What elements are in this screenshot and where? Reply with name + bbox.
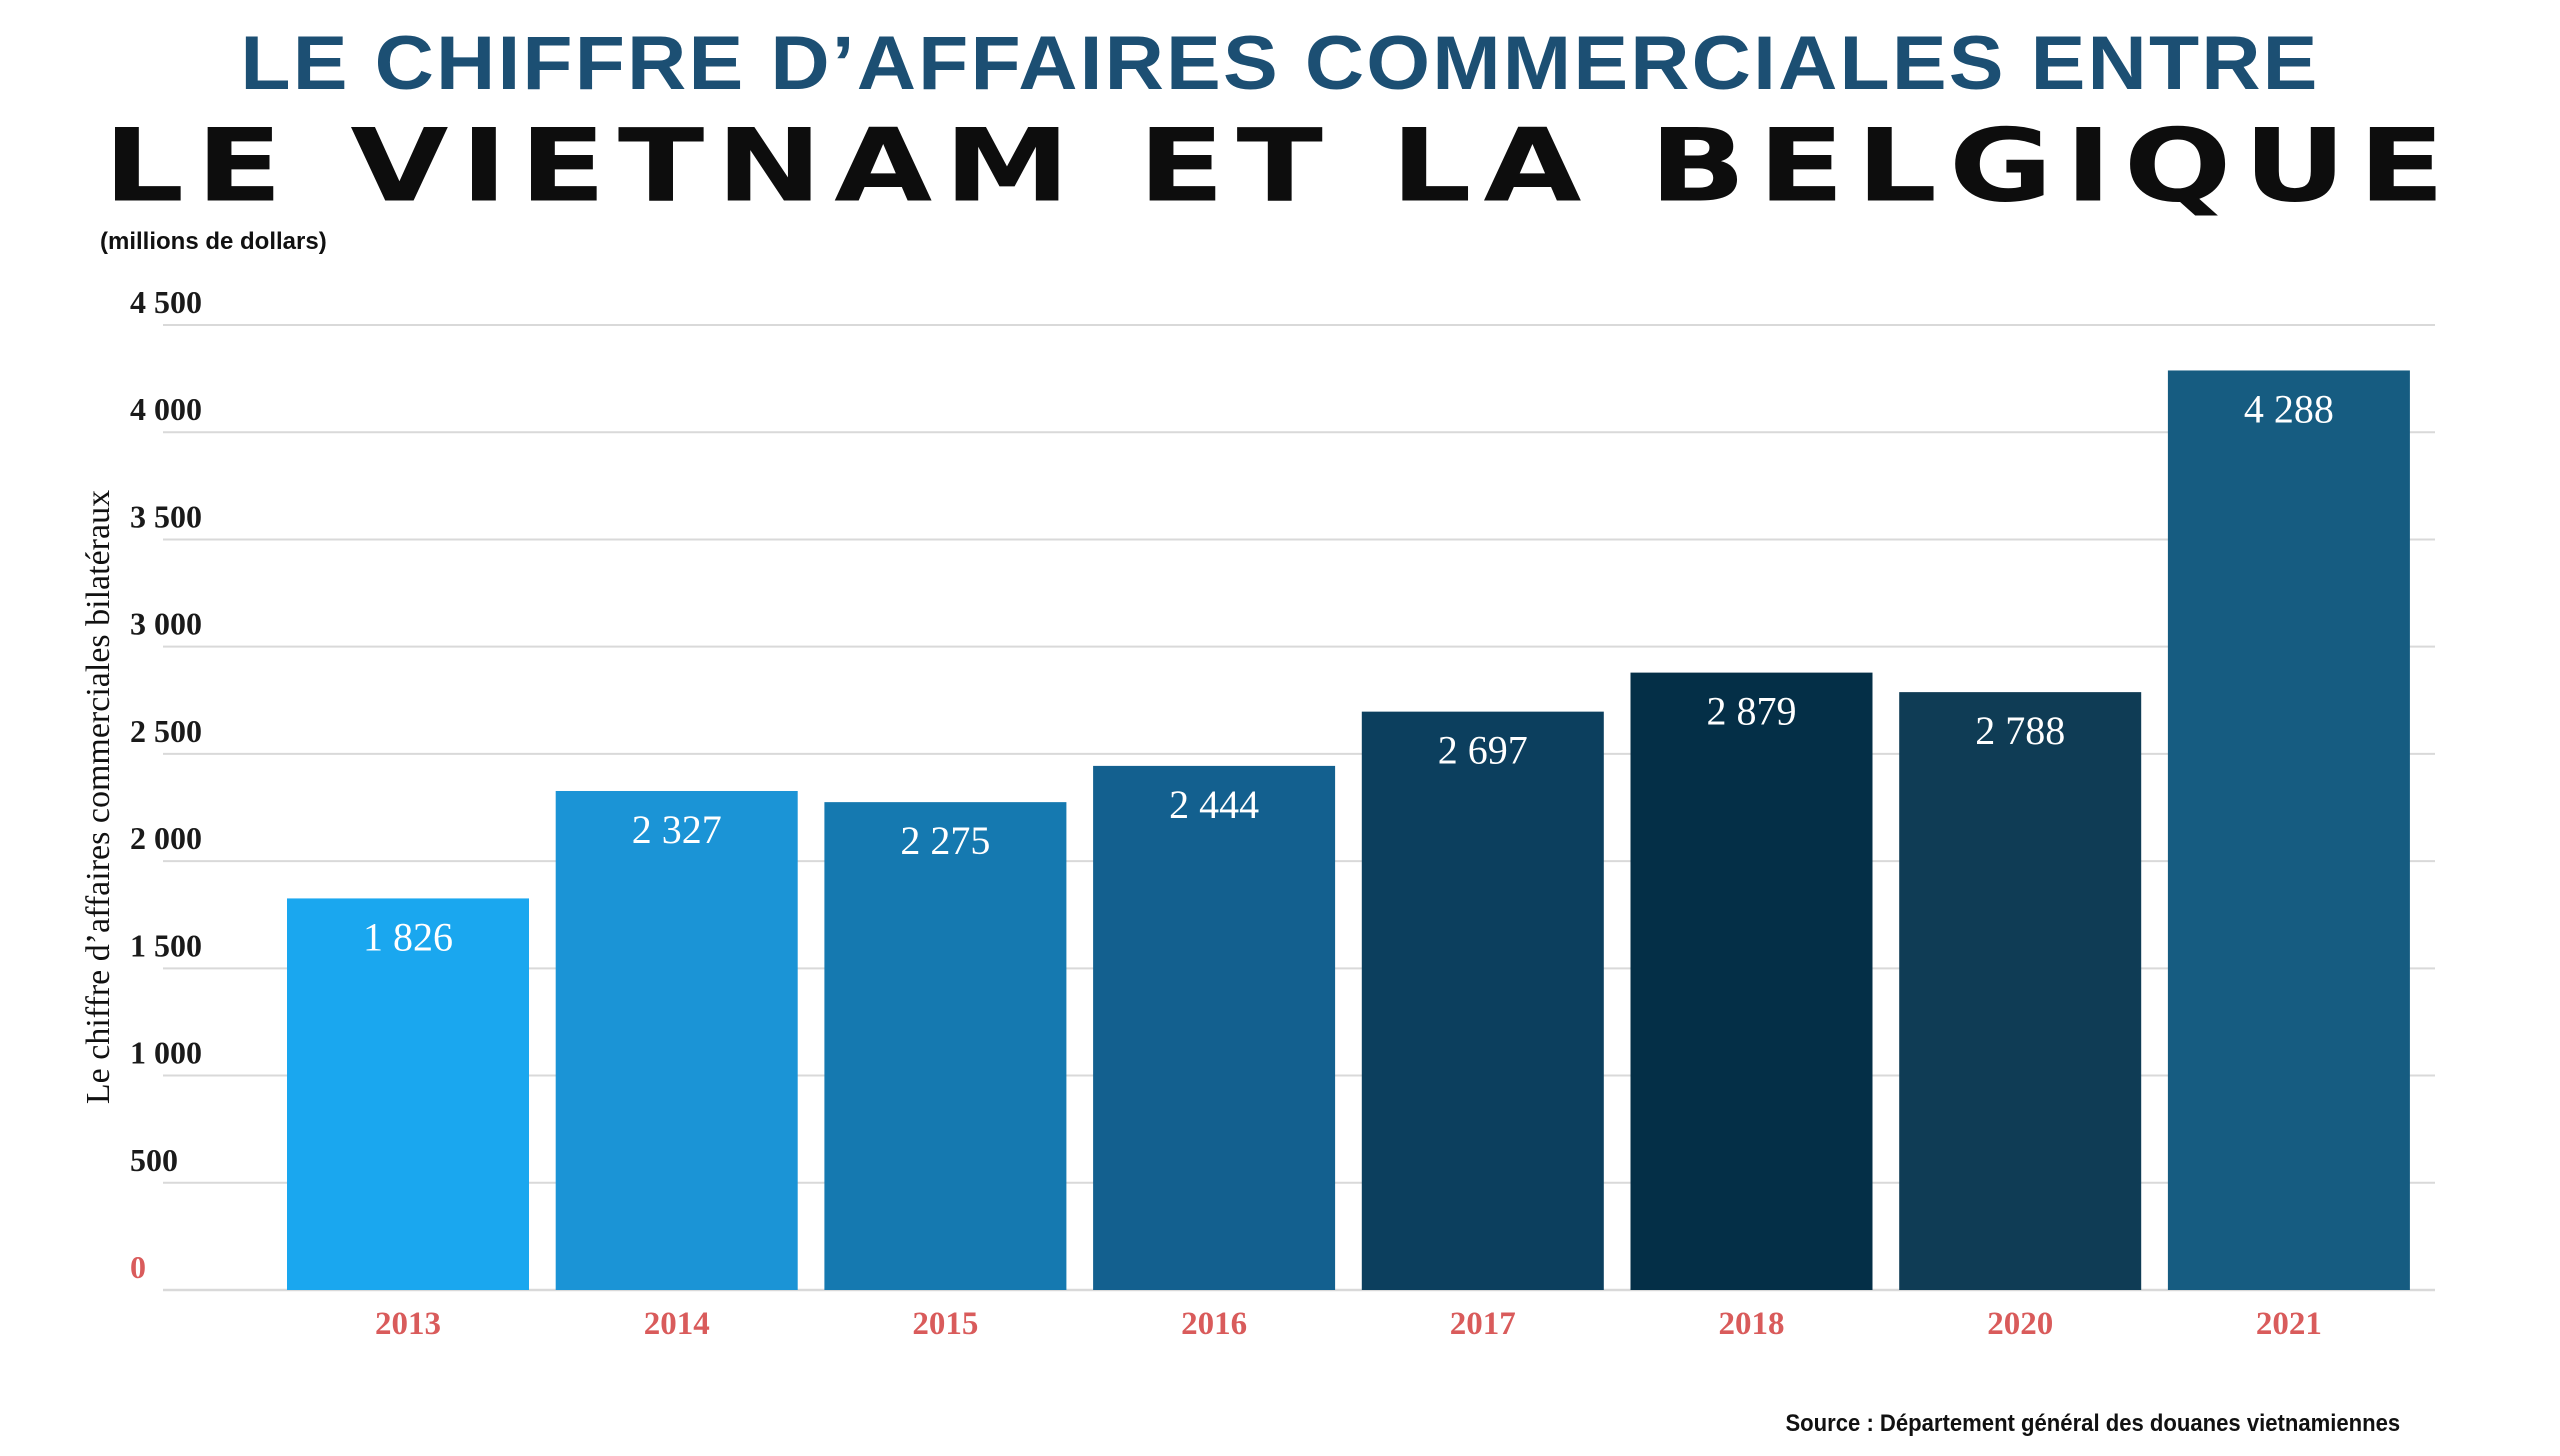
x-tick-label: 2017 <box>1450 1306 1516 1342</box>
y-tick-label: 2 000 <box>130 820 202 856</box>
y-tick-label: 500 <box>130 1142 178 1178</box>
source-note: Source : Département général des douanes… <box>1785 1410 2400 1437</box>
x-tick-label: 2013 <box>375 1306 441 1342</box>
data-label: 2 788 <box>1975 708 2065 753</box>
bar <box>824 802 1067 1290</box>
data-label: 2 327 <box>632 807 722 852</box>
y-tick-label: 4 500 <box>130 284 202 320</box>
bar <box>555 790 798 1290</box>
title-line-2: LE VIETNAM ET LA BELGIQUE <box>103 107 2457 225</box>
y-tick-label: 3 000 <box>130 606 202 642</box>
y-tick-label: 1 500 <box>130 927 202 963</box>
y-tick-label: 4 000 <box>130 391 202 427</box>
bar <box>287 898 529 1290</box>
bar <box>1630 672 1873 1290</box>
y-tick-label: 3 500 <box>130 498 202 534</box>
x-tick-label: 2020 <box>1987 1306 2053 1342</box>
data-label: 2 444 <box>1169 782 1259 827</box>
y-tick-label: 1 000 <box>130 1035 202 1071</box>
y-tick-label: 0 <box>130 1249 146 1285</box>
x-tick-label: 2018 <box>1719 1306 1785 1342</box>
data-label: 2 879 <box>1707 689 1797 734</box>
chart-title: LE CHIFFRE D’AFFAIRES COMMERCIALES ENTRE… <box>0 18 2560 225</box>
title-line-1: LE CHIFFRE D’AFFAIRES COMMERCIALES ENTRE <box>240 21 2320 106</box>
data-label: 2 275 <box>900 818 990 863</box>
y-tick-label: 2 500 <box>130 713 202 749</box>
bar <box>1361 711 1604 1290</box>
bar <box>1899 692 2142 1290</box>
x-tick-label: 2015 <box>912 1306 978 1342</box>
data-label: 2 697 <box>1438 728 1528 773</box>
x-tick-label: 2014 <box>644 1306 710 1342</box>
data-label: 4 288 <box>2244 386 2334 431</box>
data-label: 1 826 <box>363 914 453 959</box>
x-tick-label: 2016 <box>1181 1306 1247 1342</box>
units-label: (millions de dollars) <box>100 228 327 255</box>
bar <box>1093 765 1336 1290</box>
bar <box>2167 370 2410 1290</box>
x-tick-label: 2021 <box>2256 1306 2322 1342</box>
